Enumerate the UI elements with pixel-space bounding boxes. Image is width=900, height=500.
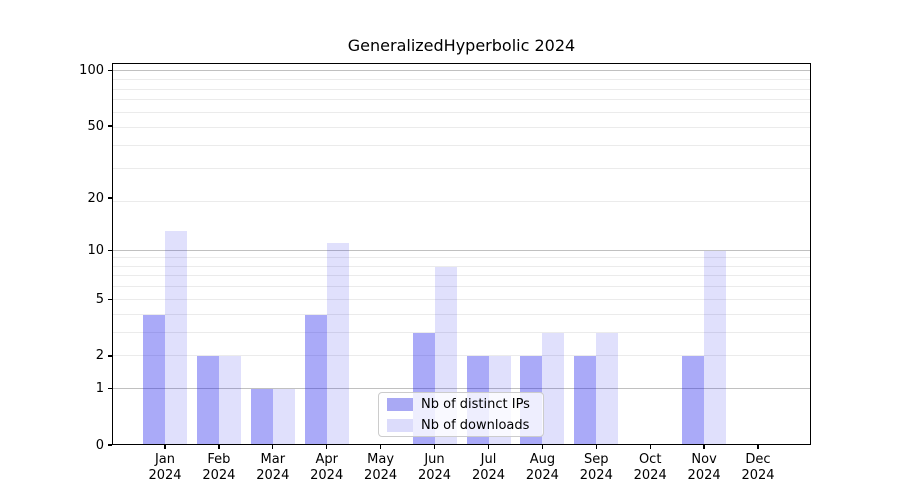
x-axis-tick-label: Nov 2024 [687, 452, 721, 483]
y-axis-tick-label: 50 [87, 118, 104, 134]
legend-entry-distinct-ips: Nb of distinct IPs [387, 397, 535, 412]
gridline-minor [112, 144, 811, 146]
gridline-minor [112, 126, 811, 128]
x-axis-tick-label: Feb 2024 [202, 452, 236, 483]
bar-downloads [542, 332, 565, 445]
gridline-minor [112, 313, 811, 315]
legend: Nb of distinct IPs Nb of downloads [378, 392, 544, 437]
gridline-minor [112, 286, 811, 288]
legend-label-distinct-ips: Nb of distinct IPs [421, 396, 530, 412]
x-axis-tick-mark [595, 445, 597, 449]
bar-downloads [326, 243, 349, 445]
x-axis-tick-mark [757, 445, 759, 449]
y-axis-tick-mark [108, 197, 112, 199]
legend-swatch-downloads [387, 418, 413, 432]
legend-label-downloads: Nb of downloads [421, 417, 530, 433]
x-axis-tick-label: Oct 2024 [633, 452, 667, 483]
bar-downloads [165, 230, 187, 445]
legend-swatch-distinct-ips [387, 397, 413, 411]
bar-distinct-ips [304, 314, 327, 445]
gridline-minor [112, 257, 811, 259]
x-axis-tick-mark [326, 445, 328, 449]
x-axis-tick-label: Apr 2024 [310, 452, 344, 483]
y-axis-tick-mark [108, 125, 112, 127]
x-axis-tick-label: Dec 2024 [741, 452, 775, 483]
y-axis-tick-mark [108, 299, 112, 301]
gridline-minor [112, 201, 811, 202]
bar-distinct-ips [682, 355, 705, 445]
y-axis-tick-label: 5 [95, 292, 104, 308]
y-axis-tick-label: 10 [87, 243, 104, 258]
gridline-minor [112, 354, 811, 356]
gridline-minor [112, 331, 811, 333]
bar-downloads [596, 332, 619, 445]
y-axis-tick-mark [108, 444, 112, 446]
x-axis-tick-mark [487, 445, 490, 449]
x-axis-tick-mark [218, 445, 220, 449]
bar-distinct-ips [196, 355, 219, 445]
y-axis-tick-label: 1 [95, 381, 104, 397]
gridline-minor [112, 275, 811, 277]
y-axis-tick-mark [108, 70, 112, 72]
x-axis-tick-mark [164, 445, 166, 449]
gridline-minor [112, 111, 811, 113]
x-axis-tick-label: Mar 2024 [256, 452, 290, 483]
x-axis-tick-label: Jul 2024 [471, 452, 506, 483]
x-axis-tick-label: Sep 2024 [579, 452, 613, 483]
x-axis-tick-mark [541, 445, 544, 449]
bar-distinct-ips [574, 355, 597, 445]
chart-title: GeneralizedHyperbolic 2024 [347, 36, 576, 55]
y-axis-tick-label: 100 [79, 63, 104, 79]
gridline-minor [112, 168, 811, 170]
gridline-minor [112, 99, 811, 101]
bar-downloads [218, 355, 241, 445]
y-axis-tick-mark [108, 355, 112, 357]
gridline-major [112, 249, 811, 251]
gridline-minor [112, 265, 811, 267]
x-axis-tick-label: Jan 2024 [148, 452, 182, 483]
bar-distinct-ips [250, 388, 273, 445]
bar-downloads [704, 250, 727, 445]
y-axis-tick-mark [108, 249, 112, 252]
x-axis-tick-label: Aug 2024 [525, 452, 559, 483]
y-axis-tick-label: 2 [95, 348, 104, 364]
gridline-major [112, 387, 811, 389]
plot-area: Nb of distinct IPs Nb of downloads [112, 63, 811, 445]
x-axis-tick-label: Jun 2024 [417, 452, 452, 483]
x-axis-tick-mark [433, 445, 436, 449]
x-axis-tick-label: May 2024 [364, 452, 398, 483]
gridline-minor [112, 79, 811, 80]
bar-downloads [272, 388, 295, 445]
y-axis-tick-label: 20 [87, 190, 104, 206]
y-axis-tick-label: 0 [95, 437, 104, 453]
x-axis-tick-mark [703, 445, 705, 449]
gridline-major [112, 69, 811, 71]
x-axis-tick-mark [649, 445, 651, 449]
gridline-minor [112, 88, 811, 90]
x-axis-tick-mark [379, 445, 382, 449]
bar-distinct-ips [143, 314, 165, 445]
legend-entry-downloads: Nb of downloads [387, 418, 535, 433]
y-axis-tick-mark [108, 388, 112, 390]
gridline-minor [112, 298, 811, 300]
x-axis-tick-mark [272, 445, 274, 449]
